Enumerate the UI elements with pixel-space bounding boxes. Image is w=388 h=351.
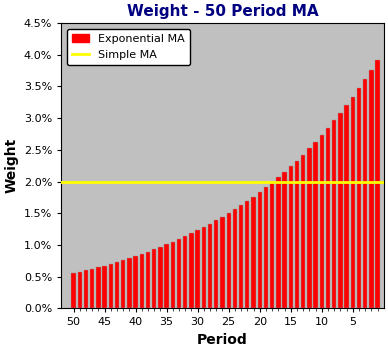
Bar [102,265,107,308]
Bar [183,236,187,308]
Bar [239,205,243,308]
Bar [233,209,237,308]
Bar [146,252,150,308]
Bar [140,254,144,308]
Bar [264,187,268,308]
Bar [289,166,293,308]
Bar [270,183,274,308]
Bar [220,217,225,308]
Bar [78,272,82,308]
Bar [245,201,249,308]
Bar [84,270,88,308]
Bar [189,233,194,308]
Bar [109,264,113,308]
Bar [295,160,299,308]
Bar [326,128,330,308]
Bar [121,260,125,308]
Bar [133,256,138,308]
Bar [314,142,318,308]
Bar [369,69,374,308]
Bar [307,148,312,308]
Bar [177,239,181,308]
Bar [152,250,156,308]
Bar [251,197,256,308]
Bar [258,192,262,308]
Bar [332,120,336,308]
Legend: Exponential MA, Simple MA: Exponential MA, Simple MA [67,29,190,65]
Bar [115,262,119,308]
Bar [357,88,361,308]
Bar [363,79,367,308]
Bar [90,269,94,308]
Y-axis label: Weight: Weight [4,138,18,193]
Bar [345,105,349,308]
Bar [208,224,212,308]
Bar [351,97,355,308]
Title: Weight - 50 Period MA: Weight - 50 Period MA [126,4,318,19]
Bar [276,177,281,308]
Bar [214,220,218,308]
Bar [338,113,343,308]
Bar [158,247,163,308]
Bar [282,172,287,308]
Bar [301,154,305,308]
Bar [196,230,200,308]
Bar [227,213,231,308]
Bar [96,267,100,308]
Bar [71,273,76,308]
Bar [165,245,169,308]
Bar [320,135,324,308]
Bar [202,227,206,308]
X-axis label: Period: Period [197,333,248,347]
Bar [171,242,175,308]
Bar [376,60,380,308]
Bar [127,258,132,308]
